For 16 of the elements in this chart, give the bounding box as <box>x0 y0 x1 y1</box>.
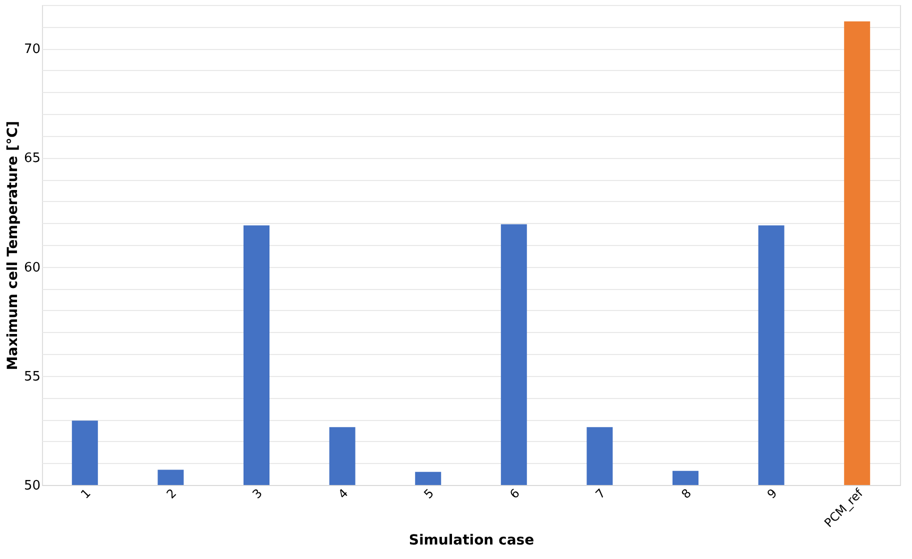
x-tick-label: 8 <box>678 486 694 502</box>
x-tick-label: 2 <box>164 486 180 502</box>
x-tick-label: 7 <box>592 486 608 502</box>
x-tick-label: 9 <box>764 486 780 502</box>
y-axis-title: Maximum cell Temperature [°C] <box>4 120 21 370</box>
x-tick-label: 4 <box>335 486 351 502</box>
y-tick-label: 60 <box>24 260 40 276</box>
y-tick-label: 65 <box>24 151 40 166</box>
y-tick-label: 50 <box>24 478 40 494</box>
x-tick-label: 6 <box>507 486 522 502</box>
y-tick-label: 70 <box>24 42 40 58</box>
x-axis-title: Simulation case <box>408 532 534 548</box>
x-tick-label: 3 <box>250 486 265 502</box>
y-tick-label: 55 <box>24 369 40 384</box>
x-tick-label: 1 <box>78 486 94 502</box>
x-tick-label: 5 <box>421 486 437 502</box>
